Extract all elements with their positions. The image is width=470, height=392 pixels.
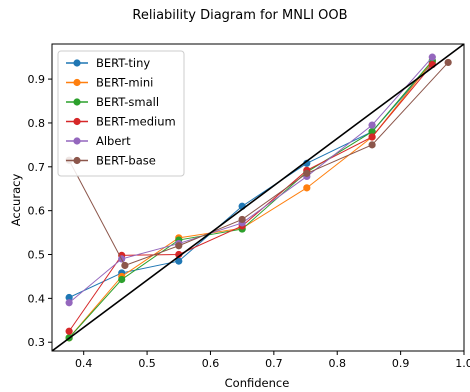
legend-marker-2 bbox=[73, 98, 81, 106]
series-point-5-6 bbox=[444, 58, 452, 67]
series-point-4-6 bbox=[428, 53, 436, 61]
series-point-5-3 bbox=[238, 215, 246, 224]
y-tick-label-5: 0.8 bbox=[28, 117, 46, 130]
y-tick-label-4: 0.7 bbox=[28, 161, 46, 174]
x-tick-label-5: 0.9 bbox=[392, 357, 410, 370]
legend-box bbox=[57, 50, 185, 177]
legend-label-0: BERT-tiny bbox=[96, 56, 150, 70]
legend-label-4: Albert bbox=[96, 134, 131, 148]
chart-title: Reliability Diagram for MNLI OOB bbox=[132, 8, 347, 23]
x-tick-label-4: 0.8 bbox=[328, 357, 346, 370]
legend-marker-3 bbox=[73, 117, 81, 126]
y-tick-label-1: 0.4 bbox=[28, 292, 46, 305]
series-point-0-0 bbox=[65, 293, 73, 302]
series-point-3-5 bbox=[368, 133, 376, 141]
legend: BERT-tiny BERT-mini BERT-small BERT-medium A… bbox=[57, 50, 185, 177]
series-point-2-1 bbox=[118, 275, 126, 284]
series-point-5-5 bbox=[368, 141, 376, 149]
legend-marker-0 bbox=[73, 59, 81, 67]
series-point-4-5 bbox=[368, 121, 376, 129]
legend-marker-4 bbox=[73, 137, 81, 145]
series-point-3-2 bbox=[175, 250, 183, 259]
legend-label-3: BERT-medium bbox=[96, 115, 176, 129]
y-tick-label-0: 0.3 bbox=[28, 336, 46, 349]
y-axis-label: Accuracy bbox=[9, 174, 23, 227]
series-point-3-0 bbox=[65, 327, 73, 335]
y-tick-label-3: 0.6 bbox=[28, 205, 46, 218]
x-tick-label-1: 0.5 bbox=[138, 357, 156, 370]
series-point-0-2 bbox=[175, 257, 183, 265]
legend-label-5: BERT-base bbox=[96, 154, 156, 168]
series-point-1-4 bbox=[303, 184, 311, 192]
series-point-4-0 bbox=[65, 299, 73, 307]
plot-frame bbox=[51, 43, 465, 352]
legend-marker-5 bbox=[73, 156, 81, 165]
y-tick-label-6: 0.9 bbox=[28, 73, 46, 86]
x-tick-label-0: 0.4 bbox=[75, 357, 93, 370]
legend-label-2: BERT-small bbox=[96, 95, 159, 109]
legend-label-1: BERT-mini bbox=[96, 76, 153, 90]
series-point-5-2 bbox=[175, 242, 183, 250]
series-point-5-1 bbox=[121, 261, 129, 270]
series-point-5-4 bbox=[303, 169, 311, 177]
legend-marker-1 bbox=[73, 78, 81, 87]
y-tick-label-2: 0.5 bbox=[28, 249, 46, 262]
x-axis-label: Confidence bbox=[225, 376, 290, 390]
perfect-calibration-line bbox=[52, 44, 464, 351]
x-tick-label-2: 0.6 bbox=[202, 357, 220, 370]
x-tick-label-3: 0.7 bbox=[265, 357, 283, 370]
series-point-2-5 bbox=[368, 128, 376, 136]
x-tick-label-6: 1.0 bbox=[455, 357, 470, 370]
